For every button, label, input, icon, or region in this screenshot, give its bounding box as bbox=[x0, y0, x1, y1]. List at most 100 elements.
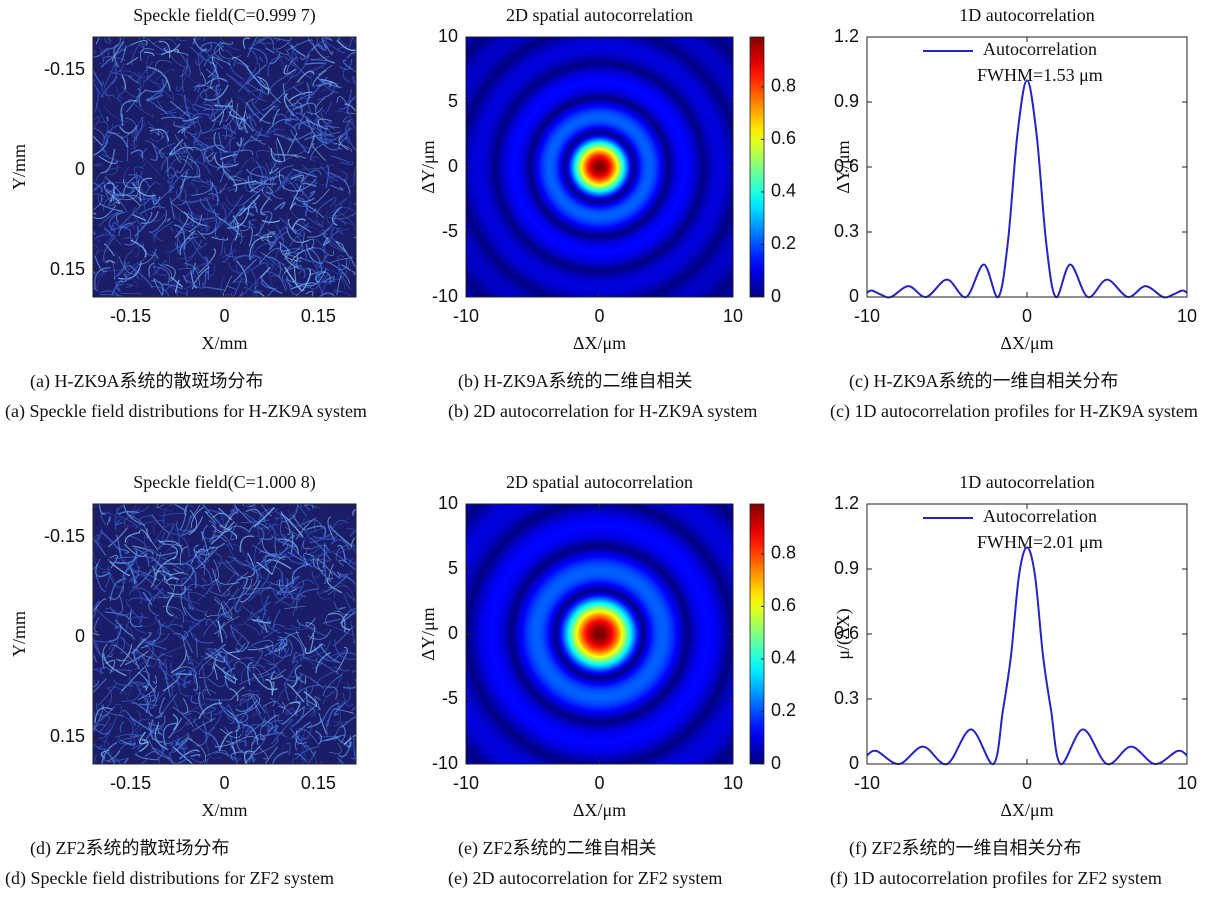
speckle-filament bbox=[93, 181, 105, 193]
speckle-filament bbox=[171, 151, 181, 159]
speckle-filament bbox=[337, 210, 356, 232]
speckle-filament bbox=[224, 194, 243, 221]
speckle-filament bbox=[353, 737, 356, 763]
speckle-filament bbox=[166, 175, 179, 182]
speckle-filament bbox=[333, 702, 346, 716]
speckle-filament bbox=[176, 746, 187, 750]
speckle-filament bbox=[317, 254, 328, 269]
speckle-filament bbox=[238, 77, 246, 87]
y-tick-label: 0.15 bbox=[50, 259, 85, 279]
speckle-filament bbox=[338, 258, 348, 271]
speckle-filament bbox=[271, 165, 294, 188]
speckle-filament bbox=[282, 249, 290, 260]
speckle-filament bbox=[143, 51, 155, 57]
speckle-filament bbox=[252, 695, 267, 714]
speckle-filament bbox=[198, 693, 206, 714]
speckle-filament bbox=[298, 728, 320, 746]
speckle-filament bbox=[190, 506, 204, 528]
speckle-filament bbox=[137, 68, 160, 78]
speckle-filament bbox=[183, 630, 189, 640]
speckle-filament bbox=[266, 231, 276, 247]
speckle-filament bbox=[131, 709, 142, 734]
speckle-filament bbox=[250, 738, 266, 762]
speckle-filament bbox=[241, 221, 251, 232]
speckle-filament bbox=[228, 175, 251, 184]
speckle-filament bbox=[123, 506, 150, 514]
speckle-filament bbox=[323, 232, 348, 253]
speckle-filament bbox=[331, 292, 336, 297]
speckle-filament bbox=[224, 726, 233, 750]
speckle-filament bbox=[126, 513, 148, 539]
speckle-filament bbox=[93, 637, 101, 655]
speckle-filament bbox=[236, 706, 254, 729]
speckle-filament bbox=[169, 37, 171, 38]
speckle-filament bbox=[278, 642, 285, 652]
speckle-filament bbox=[97, 745, 103, 751]
speckle-filament bbox=[350, 757, 356, 760]
speckle-filament bbox=[334, 552, 356, 571]
speckle-filament bbox=[292, 179, 316, 192]
speckle-filament bbox=[179, 57, 189, 78]
speckle-filament bbox=[187, 710, 213, 723]
speckle-filament bbox=[232, 220, 243, 244]
speckle-filament bbox=[257, 527, 265, 545]
speckle-filament bbox=[219, 183, 227, 194]
speckle-filament bbox=[310, 56, 329, 62]
speckle-filament bbox=[253, 182, 271, 201]
speckle-filament bbox=[155, 679, 174, 703]
speckle-filament bbox=[118, 37, 125, 55]
y-tick-label: 0 bbox=[75, 159, 85, 179]
speckle-filament bbox=[238, 736, 259, 742]
speckle-filament bbox=[278, 241, 292, 254]
speckle-filament bbox=[246, 37, 258, 58]
speckle-filament bbox=[240, 664, 266, 683]
speckle-filament bbox=[174, 215, 189, 239]
speckle-filament bbox=[273, 623, 285, 628]
speckle-filament bbox=[295, 289, 306, 297]
speckle-filament bbox=[224, 654, 233, 678]
speckle-filament bbox=[242, 722, 248, 736]
speckle-filament bbox=[146, 38, 171, 53]
speckle-filament bbox=[173, 50, 189, 57]
speckle-filament bbox=[342, 692, 354, 707]
speckle-filament bbox=[106, 516, 111, 526]
speckle-filament bbox=[188, 661, 193, 665]
speckle-filament bbox=[259, 223, 263, 235]
speckle-filament bbox=[150, 659, 158, 669]
speckle-filament bbox=[192, 113, 211, 123]
speckle-filament bbox=[285, 707, 294, 715]
speckle-filament bbox=[219, 504, 221, 505]
speckle-filament bbox=[343, 593, 356, 615]
speckle-filament bbox=[169, 177, 184, 204]
speckle-filament bbox=[206, 152, 217, 162]
speckle-filament bbox=[260, 196, 271, 216]
speckle-filament bbox=[295, 651, 318, 661]
speckle-filament bbox=[106, 686, 128, 695]
speckle-filament bbox=[195, 547, 219, 570]
speckle-filament bbox=[290, 174, 305, 182]
speckle-filament bbox=[321, 37, 333, 49]
speckle-filament bbox=[205, 697, 231, 701]
speckle-filament bbox=[226, 708, 240, 733]
speckle-filament bbox=[93, 598, 107, 614]
speckle-filament bbox=[256, 89, 264, 101]
speckle-filament bbox=[350, 256, 356, 269]
speckle-filament bbox=[138, 515, 153, 527]
plot-area bbox=[93, 37, 356, 297]
x-tick-label: -10 bbox=[453, 306, 479, 326]
speckle-filament bbox=[93, 727, 111, 735]
speckle-filament bbox=[99, 48, 109, 61]
y-tick-label: 0.6 bbox=[834, 623, 859, 643]
speckle-filament bbox=[154, 724, 169, 751]
speckle-filament bbox=[134, 235, 140, 258]
speckle-filament bbox=[252, 199, 259, 213]
speckle-filament bbox=[227, 206, 250, 229]
speckle-filament bbox=[128, 535, 146, 548]
speckle-filament bbox=[229, 75, 251, 95]
speckle-filament bbox=[266, 287, 278, 297]
speckle-filament bbox=[250, 185, 276, 197]
speckle-filament bbox=[105, 259, 116, 264]
speckle-filament bbox=[202, 689, 216, 700]
speckle-filament bbox=[142, 686, 148, 692]
speckle-filament bbox=[339, 291, 351, 297]
